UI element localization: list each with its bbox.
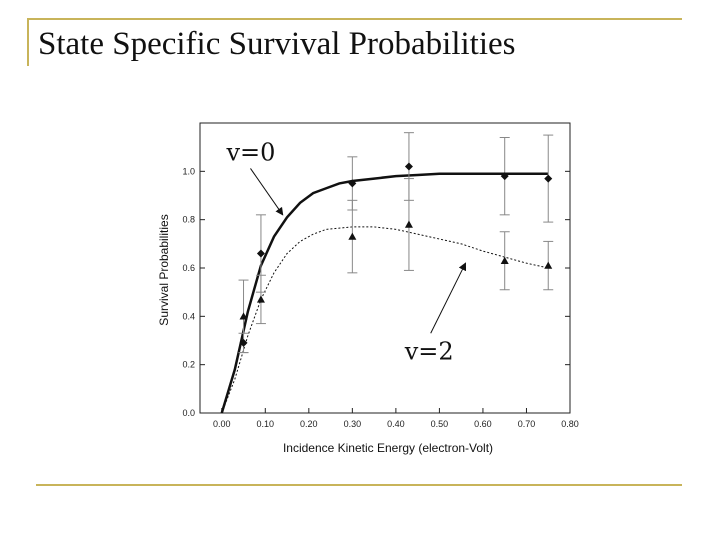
- annotation-label-v0: v=0: [225, 138, 275, 166]
- x-tick-label: 0.50: [431, 419, 449, 429]
- fit-curve-v2: [221, 226, 549, 414]
- decorative-rule-bottom: [36, 484, 682, 486]
- annotation-label-v2: v=2: [404, 337, 454, 365]
- y-tick-label: 0.8: [182, 215, 195, 225]
- x-tick-label: 0.00: [213, 419, 231, 429]
- data-point-v2: [500, 256, 509, 264]
- data-point-v2: [404, 220, 413, 228]
- annotation-arrow-v2: [430, 262, 466, 334]
- decorative-rule-vertical: [27, 18, 29, 66]
- data-point-v2: [348, 232, 357, 240]
- x-tick-label: 0.80: [561, 419, 579, 429]
- x-tick-label: 0.40: [387, 419, 405, 429]
- x-axis-title: Incidence Kinetic Energy (electron-Volt): [283, 441, 493, 455]
- y-tick-label: 0.4: [182, 311, 195, 321]
- data-point-v2: [544, 261, 553, 269]
- data-point-v0: [256, 249, 265, 258]
- data-point-v0: [239, 338, 248, 347]
- y-tick-label: 0.0: [182, 408, 195, 418]
- fit-curve-v0: [220, 172, 549, 414]
- slide-title: State Specific Survival Probabilities: [38, 26, 516, 62]
- x-tick-label: 0.70: [518, 419, 536, 429]
- y-tick-label: 0.6: [182, 263, 195, 273]
- x-tick-label: 0.10: [257, 419, 275, 429]
- x-tick-label: 0.30: [344, 419, 362, 429]
- decorative-rule-top: [27, 18, 682, 20]
- x-tick-label: 0.60: [474, 419, 492, 429]
- data-point-v0: [500, 172, 509, 181]
- annotation-arrow-v0: [250, 168, 284, 216]
- data-point-v2: [239, 312, 248, 320]
- data-point-v0: [544, 174, 553, 183]
- data-point-v2: [256, 295, 265, 303]
- y-tick-label: 1.0: [182, 166, 195, 176]
- data-point-v0: [348, 179, 357, 188]
- data-point-v0: [404, 162, 413, 171]
- plot-frame: [199, 122, 571, 414]
- x-tick-label: 0.20: [300, 419, 318, 429]
- y-tick-label: 0.2: [182, 360, 195, 370]
- y-axis-title: Survival Probabilities: [157, 214, 171, 325]
